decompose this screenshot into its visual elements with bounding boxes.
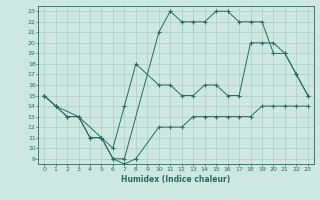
X-axis label: Humidex (Indice chaleur): Humidex (Indice chaleur) xyxy=(121,175,231,184)
